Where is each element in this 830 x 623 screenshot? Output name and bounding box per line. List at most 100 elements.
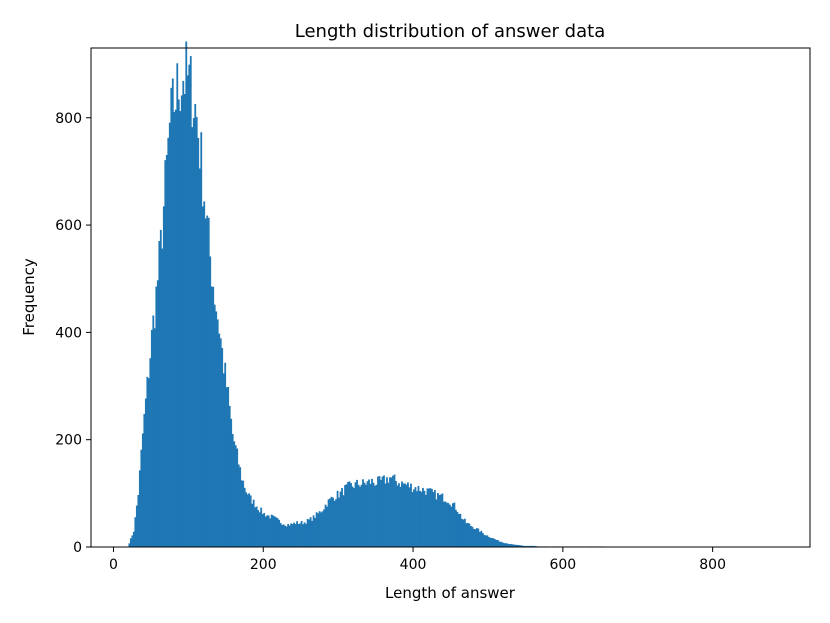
histogram-bar	[164, 160, 167, 547]
histogram-bar	[459, 513, 462, 547]
histogram-bar	[288, 525, 291, 547]
histogram-bar	[186, 75, 189, 548]
histogram-bar	[140, 449, 143, 547]
histogram-bar	[161, 248, 164, 547]
histogram-bar	[270, 514, 273, 547]
y-tick-label: 200	[55, 433, 82, 449]
histogram-bar	[437, 493, 439, 547]
y-tick-label: 800	[55, 111, 82, 127]
histogram-bar	[353, 488, 355, 547]
histogram-bar	[525, 545, 528, 547]
histogram-bar	[237, 464, 240, 547]
histogram-bar	[517, 545, 520, 547]
histogram-bar	[514, 544, 517, 547]
histogram-bar	[174, 109, 177, 548]
histogram-bar	[452, 503, 454, 547]
histogram-bar	[243, 487, 246, 547]
histogram-bar	[447, 503, 450, 547]
histogram-bar	[261, 514, 264, 547]
histogram-bar	[135, 505, 138, 547]
histogram-bar	[279, 522, 282, 547]
histogram-bar	[143, 413, 146, 547]
histogram-bar	[194, 104, 197, 547]
histogram-bar	[201, 206, 204, 547]
histogram-bar	[188, 64, 191, 548]
histogram-bar	[309, 517, 312, 547]
histogram-bar	[474, 529, 477, 547]
histogram-bar	[519, 545, 522, 547]
histogram-bar	[426, 488, 429, 547]
histogram-bar	[252, 499, 255, 547]
histogram-bar	[496, 539, 499, 547]
histogram-bar	[215, 311, 218, 547]
histogram-bar	[383, 475, 385, 547]
histogram-bar	[513, 544, 516, 547]
histogram-bar	[276, 518, 279, 547]
histogram-bar	[420, 491, 423, 547]
histogram-bar	[260, 507, 263, 547]
histogram-bar	[354, 482, 357, 547]
histogram-bar	[363, 482, 366, 547]
histogram-bar	[366, 481, 369, 547]
histogram-bar	[134, 517, 137, 547]
histogram-bar	[438, 495, 441, 547]
histogram-bar	[284, 525, 287, 547]
histogram-bar	[492, 538, 495, 547]
histogram-bar	[462, 519, 465, 547]
histogram-bar	[249, 495, 252, 547]
chart-title: Length distribution of answer data	[295, 21, 605, 42]
histogram-bar	[198, 168, 201, 547]
histogram-bar	[147, 378, 150, 547]
histogram-bar	[490, 538, 493, 547]
histogram-bar	[240, 480, 243, 547]
histogram-bar	[281, 524, 284, 547]
histogram-bar	[401, 481, 403, 547]
histogram-bar	[371, 478, 373, 547]
histogram-bar	[185, 41, 188, 548]
histogram-bar	[179, 111, 182, 547]
histogram-bar	[419, 490, 421, 547]
y-axis-ticks: 0 200 400 600 800	[55, 111, 91, 556]
histogram-bar	[486, 535, 489, 547]
histogram-bar	[206, 215, 209, 548]
histogram-bar	[529, 545, 532, 547]
histogram-bar	[384, 483, 387, 547]
histogram-bar	[131, 535, 134, 547]
histogram-bar	[213, 304, 216, 547]
histogram-bar	[480, 530, 483, 547]
histogram-bar	[306, 518, 309, 547]
x-axis-ticks: 0 200 400 600 800	[109, 547, 726, 573]
histogram-bar	[173, 111, 176, 548]
histogram-bar	[489, 537, 492, 547]
histogram-bar	[359, 486, 361, 547]
histogram-bar	[395, 481, 397, 547]
histogram-bar	[149, 358, 152, 547]
histogram-bar	[411, 492, 414, 547]
histogram-bar	[443, 501, 445, 547]
histogram-bar	[222, 373, 225, 547]
histogram-bar	[428, 488, 430, 547]
histogram-bar	[156, 280, 159, 547]
histogram-bar	[365, 484, 367, 547]
histogram-bar	[326, 506, 328, 547]
histogram-bar	[375, 484, 378, 547]
histogram-bar	[221, 348, 224, 547]
histogram-bar	[511, 544, 514, 547]
histogram-bar	[219, 338, 222, 547]
histogram-bar	[152, 315, 155, 547]
histogram-bar	[374, 485, 376, 547]
histogram-bar	[146, 376, 149, 547]
histogram-bar	[314, 517, 316, 547]
histogram-bar	[335, 499, 337, 547]
histogram-bar	[291, 523, 294, 547]
histogram-bar	[170, 87, 173, 547]
histogram-bar	[341, 488, 343, 547]
histogram-bar	[468, 523, 471, 547]
x-tick-label: 200	[250, 557, 277, 573]
histogram-bar	[487, 536, 490, 547]
histogram-bar	[429, 488, 432, 547]
histogram-bar	[453, 502, 456, 547]
x-tick-label: 800	[699, 557, 726, 573]
histogram-bar	[138, 470, 141, 547]
histogram-bar	[234, 445, 237, 547]
